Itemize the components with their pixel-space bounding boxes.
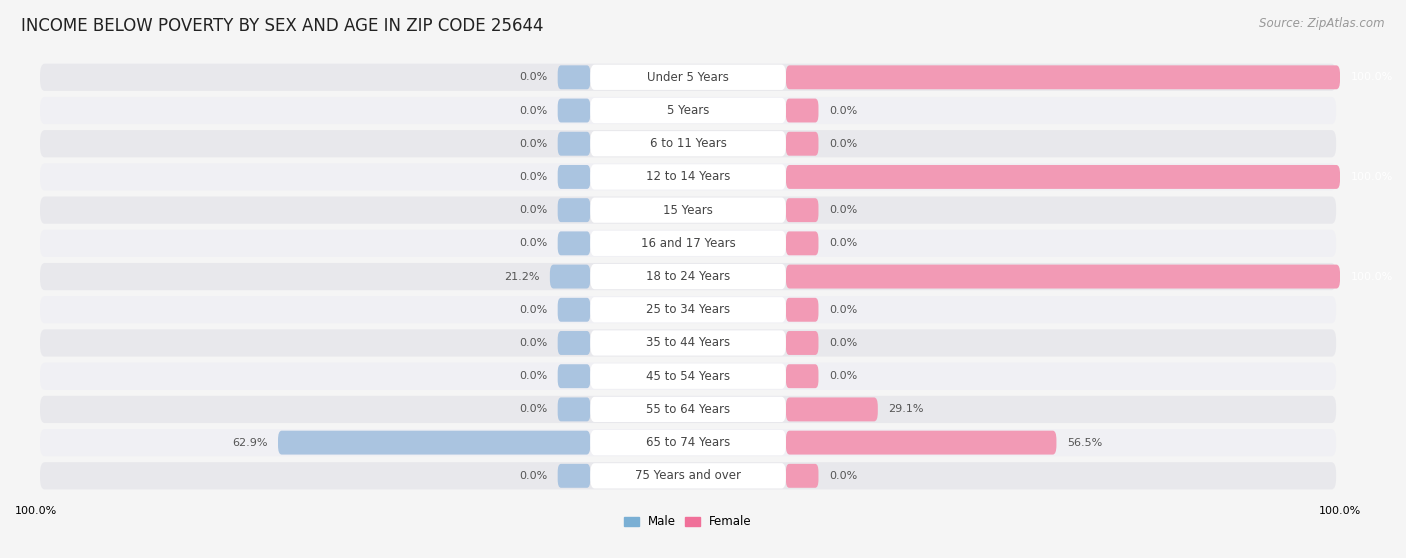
FancyBboxPatch shape [786, 99, 818, 122]
FancyBboxPatch shape [558, 298, 591, 322]
FancyBboxPatch shape [591, 364, 786, 389]
FancyBboxPatch shape [591, 297, 786, 323]
FancyBboxPatch shape [39, 462, 1336, 489]
Text: INCOME BELOW POVERTY BY SEX AND AGE IN ZIP CODE 25644: INCOME BELOW POVERTY BY SEX AND AGE IN Z… [21, 17, 544, 35]
FancyBboxPatch shape [786, 298, 818, 322]
FancyBboxPatch shape [39, 230, 1336, 257]
FancyBboxPatch shape [786, 364, 818, 388]
FancyBboxPatch shape [591, 65, 786, 90]
FancyBboxPatch shape [786, 132, 818, 156]
FancyBboxPatch shape [558, 464, 591, 488]
Text: 29.1%: 29.1% [889, 405, 924, 415]
FancyBboxPatch shape [39, 130, 1336, 157]
FancyBboxPatch shape [558, 65, 591, 89]
FancyBboxPatch shape [39, 196, 1336, 224]
FancyBboxPatch shape [786, 198, 818, 222]
Text: 0.0%: 0.0% [519, 205, 547, 215]
Text: Source: ZipAtlas.com: Source: ZipAtlas.com [1260, 17, 1385, 30]
FancyBboxPatch shape [558, 132, 591, 156]
FancyBboxPatch shape [558, 364, 591, 388]
FancyBboxPatch shape [591, 231, 786, 256]
Text: 0.0%: 0.0% [830, 205, 858, 215]
FancyBboxPatch shape [558, 99, 591, 122]
Text: 75 Years and over: 75 Years and over [636, 469, 741, 482]
Text: 0.0%: 0.0% [519, 172, 547, 182]
FancyBboxPatch shape [786, 331, 818, 355]
Text: Under 5 Years: Under 5 Years [647, 71, 730, 84]
FancyBboxPatch shape [558, 232, 591, 256]
Text: 0.0%: 0.0% [519, 471, 547, 481]
FancyBboxPatch shape [558, 165, 591, 189]
Text: 0.0%: 0.0% [519, 338, 547, 348]
Text: 6 to 11 Years: 6 to 11 Years [650, 137, 727, 150]
Text: 0.0%: 0.0% [519, 238, 547, 248]
FancyBboxPatch shape [786, 397, 877, 421]
FancyBboxPatch shape [39, 363, 1336, 390]
Text: 0.0%: 0.0% [519, 105, 547, 116]
FancyBboxPatch shape [591, 330, 786, 355]
Text: 12 to 14 Years: 12 to 14 Years [645, 170, 730, 184]
FancyBboxPatch shape [591, 198, 786, 223]
FancyBboxPatch shape [591, 131, 786, 156]
Text: 15 Years: 15 Years [664, 204, 713, 217]
FancyBboxPatch shape [278, 431, 591, 455]
Text: 100.0%: 100.0% [1351, 73, 1393, 83]
Text: 45 to 54 Years: 45 to 54 Years [645, 370, 730, 383]
Text: 0.0%: 0.0% [830, 371, 858, 381]
FancyBboxPatch shape [591, 463, 786, 488]
FancyBboxPatch shape [558, 198, 591, 222]
Text: 18 to 24 Years: 18 to 24 Years [645, 270, 730, 283]
FancyBboxPatch shape [39, 163, 1336, 190]
FancyBboxPatch shape [591, 397, 786, 422]
Text: 35 to 44 Years: 35 to 44 Years [645, 336, 730, 349]
Text: 0.0%: 0.0% [830, 471, 858, 481]
FancyBboxPatch shape [591, 264, 786, 289]
Text: 100.0%: 100.0% [1351, 272, 1393, 282]
FancyBboxPatch shape [39, 329, 1336, 357]
FancyBboxPatch shape [786, 65, 1340, 89]
Text: 0.0%: 0.0% [830, 338, 858, 348]
Text: 0.0%: 0.0% [519, 73, 547, 83]
FancyBboxPatch shape [39, 64, 1336, 91]
Text: 56.5%: 56.5% [1067, 437, 1102, 448]
Text: 62.9%: 62.9% [232, 437, 267, 448]
Text: 5 Years: 5 Years [666, 104, 709, 117]
Text: 65 to 74 Years: 65 to 74 Years [645, 436, 730, 449]
FancyBboxPatch shape [786, 264, 1340, 288]
Text: 16 and 17 Years: 16 and 17 Years [641, 237, 735, 250]
FancyBboxPatch shape [39, 97, 1336, 124]
FancyBboxPatch shape [591, 98, 786, 123]
Text: 0.0%: 0.0% [830, 105, 858, 116]
Text: 0.0%: 0.0% [830, 139, 858, 149]
Text: 100.0%: 100.0% [1351, 172, 1393, 182]
Text: 0.0%: 0.0% [830, 238, 858, 248]
FancyBboxPatch shape [558, 397, 591, 421]
Text: 0.0%: 0.0% [519, 405, 547, 415]
FancyBboxPatch shape [591, 430, 786, 455]
Text: 0.0%: 0.0% [830, 305, 858, 315]
FancyBboxPatch shape [591, 164, 786, 190]
FancyBboxPatch shape [786, 232, 818, 256]
Legend: Male, Female: Male, Female [620, 511, 756, 533]
FancyBboxPatch shape [558, 331, 591, 355]
Text: 0.0%: 0.0% [519, 139, 547, 149]
Text: 25 to 34 Years: 25 to 34 Years [645, 304, 730, 316]
Text: 0.0%: 0.0% [519, 371, 547, 381]
FancyBboxPatch shape [39, 263, 1336, 290]
FancyBboxPatch shape [550, 264, 591, 288]
FancyBboxPatch shape [786, 431, 1056, 455]
FancyBboxPatch shape [786, 165, 1340, 189]
Text: 55 to 64 Years: 55 to 64 Years [645, 403, 730, 416]
FancyBboxPatch shape [786, 464, 818, 488]
FancyBboxPatch shape [39, 296, 1336, 324]
FancyBboxPatch shape [39, 429, 1336, 456]
FancyBboxPatch shape [39, 396, 1336, 423]
Text: 0.0%: 0.0% [519, 305, 547, 315]
Text: 21.2%: 21.2% [503, 272, 540, 282]
